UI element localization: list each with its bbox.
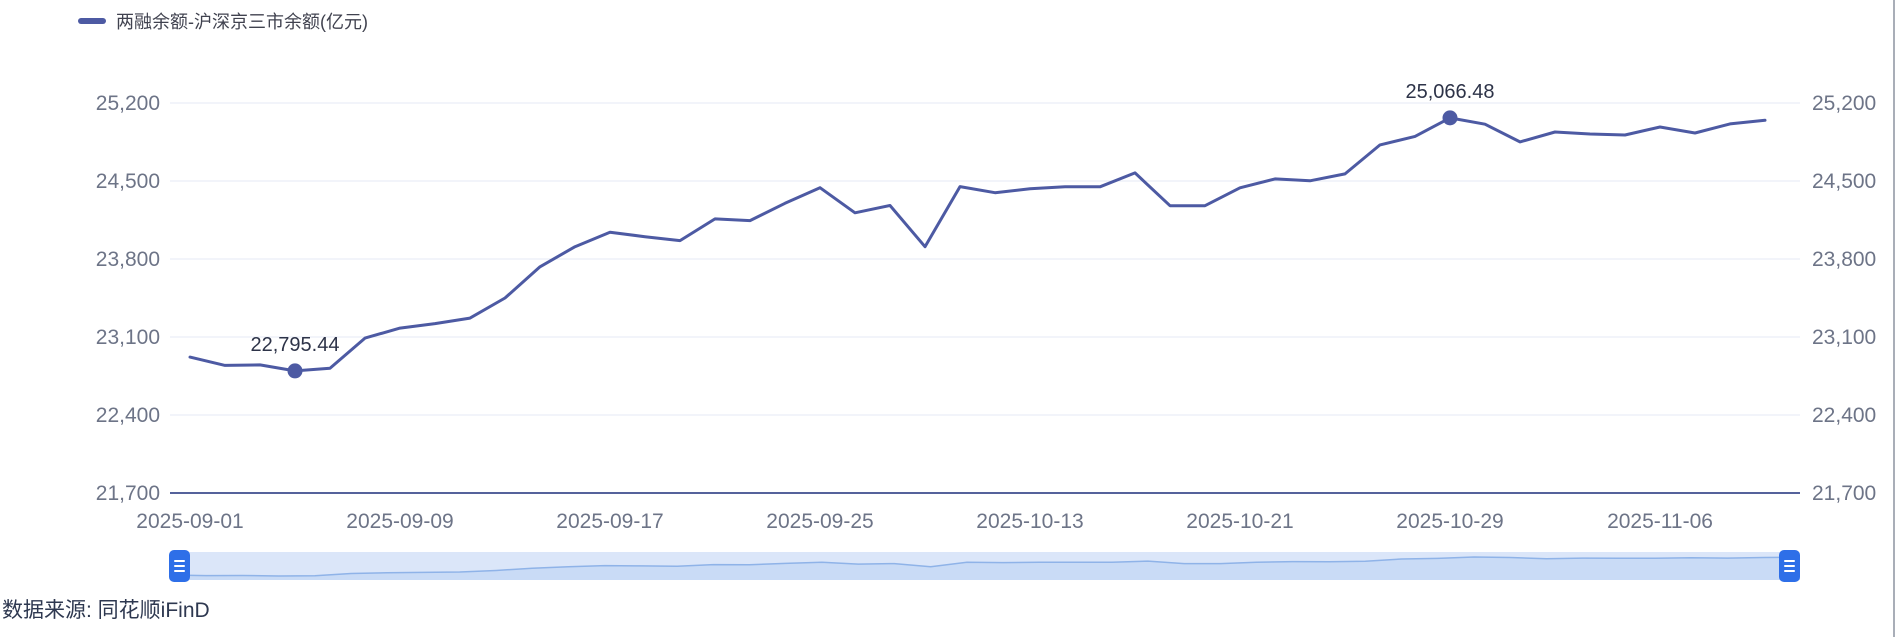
legend-line-marker-icon (78, 18, 106, 24)
x-axis-tick: 2025-10-29 (1396, 510, 1503, 533)
x-axis-tick: 2025-11-06 (1607, 510, 1713, 533)
y-axis-tick-right: 23,100 (1812, 326, 1876, 349)
datazoom-shadow-chart (170, 556, 1800, 580)
min-point-marker (287, 363, 303, 379)
y-axis-tick-right: 24,500 (1812, 170, 1876, 193)
y-axis-tick-left: 25,200 (96, 92, 160, 115)
datazoom-area (170, 557, 1800, 580)
max-value-label: 25,066.48 (1406, 81, 1495, 103)
chart-canvas[interactable]: 25,200 25,200 24,500 24,500 23,800 23,800 23,1… (0, 0, 1897, 545)
datazoom-right-handle-icon[interactable] (1779, 550, 1800, 582)
data-source-label: 数据来源: 同花顺iFinD (2, 599, 210, 622)
datazoom-left-handle-icon[interactable] (169, 550, 190, 582)
x-axis-tick: 2025-09-09 (346, 510, 453, 533)
y-axis-tick-right: 21,700 (1812, 482, 1876, 505)
max-point-marker (1442, 110, 1458, 126)
y-axis-tick-right: 23,800 (1812, 248, 1876, 271)
x-axis-tick: 2025-10-13 (976, 510, 1083, 533)
x-axis-tick: 2025-10-21 (1186, 510, 1293, 533)
datazoom-track[interactable] (170, 552, 1800, 580)
window-right-border (1893, 0, 1895, 637)
legend-label: 两融余额-沪深京三市余额(亿元) (116, 12, 368, 32)
legend[interactable]: 两融余额-沪深京三市余额(亿元) (78, 8, 368, 34)
datazoom-line (170, 556, 1800, 577)
series-line (188, 116, 1767, 373)
x-axis-tick: 2025-09-01 (136, 510, 243, 533)
y-axis-tick-left: 24,500 (96, 170, 160, 193)
y-axis-tick-left: 23,800 (96, 248, 160, 271)
y-axis-tick-left: 22,400 (96, 404, 160, 427)
x-axis-tick: 2025-09-17 (556, 510, 663, 533)
y-axis-tick-right: 25,200 (1812, 92, 1876, 115)
y-axis-tick-right: 22,400 (1812, 404, 1876, 427)
y-axis-tick-left: 23,100 (96, 326, 160, 349)
x-axis-tick: 2025-09-25 (766, 510, 873, 533)
y-axis-tick-left: 21,700 (96, 482, 160, 505)
min-value-label: 22,795.44 (251, 334, 340, 356)
